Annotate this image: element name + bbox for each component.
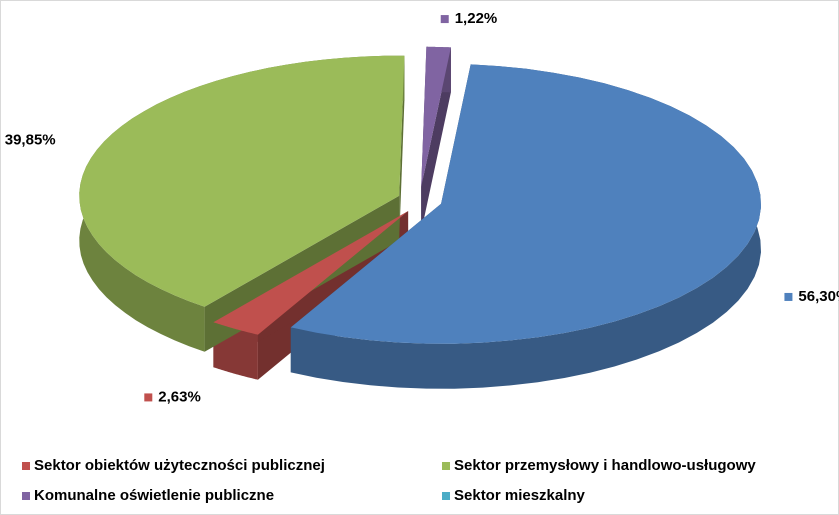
slice (421, 46, 451, 187)
label-marker (784, 292, 793, 301)
legend-label: Sektor obiektów użyteczności publicznej (34, 457, 325, 474)
data-label: 1,22% (455, 10, 498, 27)
legend-label: Komunalne oświetlenie publiczne (34, 487, 274, 504)
legend-label: Sektor mieszkalny (454, 487, 586, 504)
slice (79, 55, 405, 307)
data-label: 2,63% (158, 388, 201, 405)
slice-side (421, 47, 451, 232)
slice (290, 64, 761, 344)
slice-side (399, 55, 405, 241)
legend-label: Sektor przemysłowy i handlowo-usługowy (454, 457, 756, 474)
legend-marker (442, 492, 450, 500)
legend-marker (22, 462, 30, 470)
slice (213, 211, 409, 335)
legend-marker (22, 492, 30, 500)
label-marker (440, 15, 449, 24)
legend-marker (442, 462, 450, 470)
data-label: 56,30% (798, 288, 839, 305)
data-label: 39,85% (5, 131, 56, 148)
slice-side (290, 64, 761, 389)
label-marker (144, 393, 153, 402)
